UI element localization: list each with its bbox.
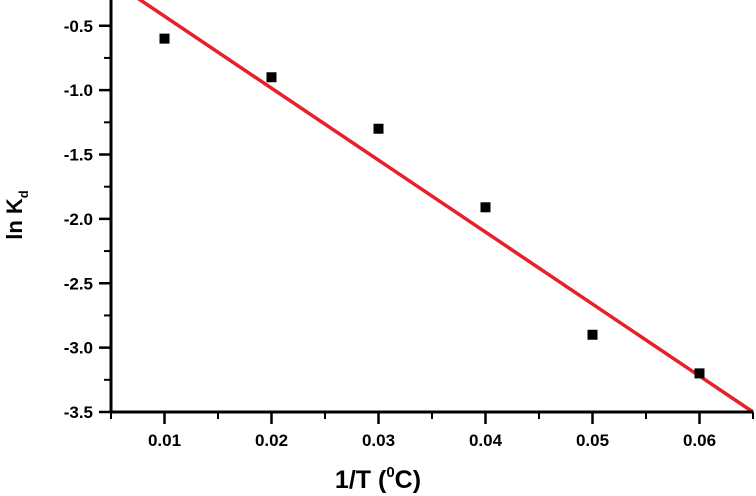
x-tick-label: 0.02	[255, 431, 288, 450]
y-tick-label: -1.0	[64, 81, 93, 100]
data-point	[373, 123, 384, 134]
x-axis-ticks: 0.01 0.02 0.03 0.04 0.05 0.06	[110, 412, 754, 450]
data-points	[159, 33, 705, 379]
data-point	[159, 33, 170, 44]
y-tick-label: -1.5	[64, 146, 93, 165]
y-axis-title: ln Kd	[2, 190, 31, 240]
x-tick-label: 0.01	[148, 431, 181, 450]
y-tick-label: -2.5	[64, 274, 93, 293]
y-tick-label: -0.5	[64, 17, 93, 36]
data-point	[694, 368, 705, 379]
y-tick-label: -3.5	[64, 403, 93, 422]
fit-line	[137, 0, 754, 414]
x-tick-label: 0.06	[683, 431, 716, 450]
x-tick-label: 0.03	[362, 431, 395, 450]
x-tick-label: 0.05	[576, 431, 609, 450]
x-axis-title: 1/T (0C)	[335, 464, 421, 494]
y-tick-label: -2.0	[64, 210, 93, 229]
data-point	[266, 72, 277, 83]
y-axis-ticks: -0.5 -1.0 -1.5 -2.0 -2.5 -3.0 -3.5	[64, 17, 111, 422]
data-point	[587, 329, 598, 340]
fit-line-group	[137, 0, 754, 414]
data-point	[480, 202, 491, 213]
x-tick-label: 0.04	[469, 431, 503, 450]
y-tick-label: -3.0	[64, 339, 93, 358]
